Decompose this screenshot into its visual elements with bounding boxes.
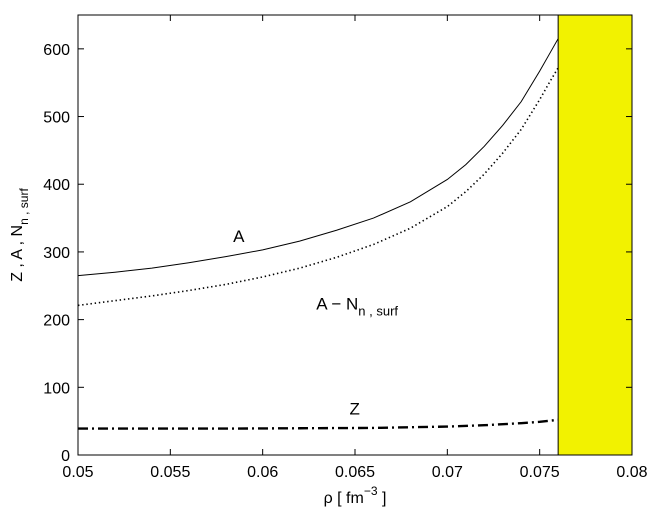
annotation-Z-text: Z: [349, 399, 359, 418]
x-tick-label: 0.06: [247, 464, 278, 481]
plot-background: [78, 15, 632, 455]
x-axis: 0.05 0.055 0.06 0.065 0.07 0.075 0.08: [62, 15, 648, 481]
x-axis-title: ρ [ fm−3 ]: [324, 484, 387, 507]
y-axis: 0 100 200 300 400 500 600: [43, 42, 632, 465]
y-tick-label: 100: [43, 380, 70, 397]
y-tick-label: 600: [43, 42, 70, 59]
annotation-A-minus-N: A − Nn , surf: [316, 294, 398, 318]
shaded-region: [558, 15, 632, 455]
y-tick-label: 500: [43, 110, 70, 127]
series-line-AN: [77, 67, 559, 307]
x-tick-label: 0.065: [335, 464, 375, 481]
annotation-A-minus-N-text: A − N: [316, 294, 358, 313]
y-axis-title: Z , A , Nn , surf: [9, 188, 31, 282]
x-tick-label: 0.07: [432, 464, 463, 481]
y-tick-label: 300: [43, 245, 70, 262]
series-line-Z: [78, 418, 559, 430]
x-axis-title-main: ρ [ fm: [324, 490, 364, 507]
y-tick-label: 200: [43, 313, 70, 330]
x-tick-label: 0.05: [62, 464, 93, 481]
plot-area: [78, 15, 632, 455]
y-axis-title-subscript: n , surf: [17, 188, 31, 225]
annotation-A-text: A: [233, 227, 245, 246]
x-tick-label: 0.055: [150, 464, 190, 481]
x-axis-title-tail: ]: [378, 490, 387, 507]
series-line-A: [77, 38, 559, 277]
annotation-Z: Z: [349, 399, 359, 418]
series-layer: [77, 38, 559, 430]
x-tick-label: 0.08: [616, 464, 647, 481]
x-tick-label: 0.075: [520, 464, 560, 481]
annotation-A: A: [233, 227, 245, 246]
x-axis-title-superscript: −3: [364, 484, 378, 498]
y-tick-label: 0: [61, 448, 70, 465]
y-axis-title-main: Z , A , N: [9, 225, 26, 282]
y-tick-label: 400: [43, 177, 70, 194]
annotation-A-minus-N-subscript: n , surf: [358, 303, 398, 318]
